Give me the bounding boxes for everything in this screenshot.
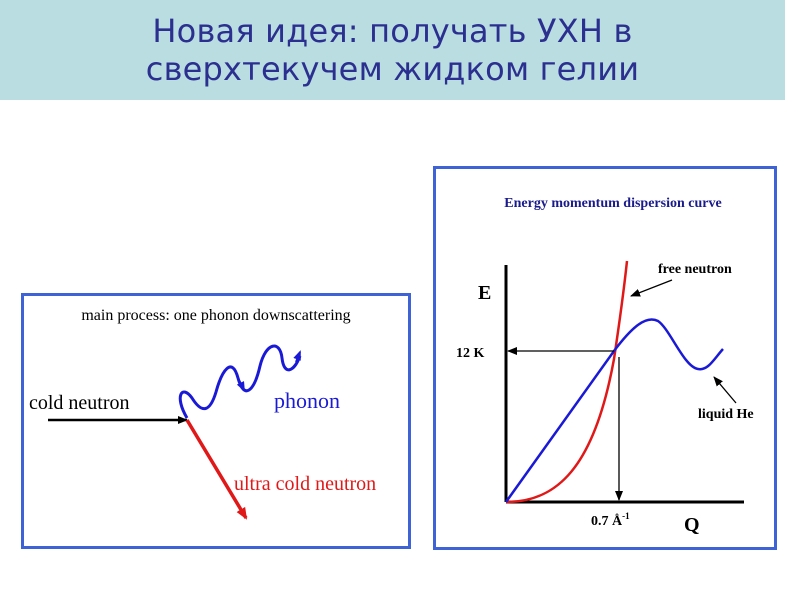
scattering-diagram-panel: main process: one phonon downscattering … bbox=[21, 293, 411, 549]
free-neutron-label: free neutron bbox=[658, 262, 732, 277]
dispersion-diagram-panel: Energy momentum dispersion curve E Q 12 … bbox=[433, 166, 777, 550]
q-axis-label: Q bbox=[684, 514, 700, 536]
cold-neutron-label: cold neutron bbox=[29, 392, 130, 414]
liquid-he-label: liquid He bbox=[698, 407, 754, 422]
dispersion-diagram: Energy momentum dispersion curve E Q 12 … bbox=[456, 196, 754, 536]
ucn-arrow bbox=[185, 419, 248, 520]
q-marker-exponent: -1 bbox=[622, 511, 630, 521]
title-bar: Новая идея: получать УХН в сверхтекучем … bbox=[0, 0, 785, 100]
e-axis-label: E bbox=[478, 282, 491, 304]
scattering-diagram: main process: one phonon downscattering … bbox=[29, 307, 376, 520]
liquid-he-pointer bbox=[713, 376, 737, 404]
dispersion-caption: Energy momentum dispersion curve bbox=[504, 196, 721, 211]
q-marker-base: 0.7 Å bbox=[591, 513, 623, 529]
q-marker-label: 0.7 Å-1 bbox=[591, 511, 630, 529]
phonon-end-arrowhead bbox=[293, 350, 301, 363]
slide-title-line-1: Новая идея: получать УХН в bbox=[152, 12, 633, 50]
ucn-label: ultra cold neutron bbox=[234, 473, 376, 495]
scattering-caption: main process: one phonon downscattering bbox=[81, 307, 350, 324]
free-neutron-curve bbox=[505, 260, 629, 504]
energy-marker-label: 12 K bbox=[456, 346, 485, 361]
phonon-label: phonon bbox=[274, 388, 340, 413]
slide-title-line-2: сверхтекучем жидком гелии bbox=[145, 50, 640, 88]
free-neutron-pointer bbox=[630, 279, 673, 297]
liquid-he-curve bbox=[504, 318, 724, 503]
phonon-mid-arrowhead bbox=[236, 377, 245, 392]
